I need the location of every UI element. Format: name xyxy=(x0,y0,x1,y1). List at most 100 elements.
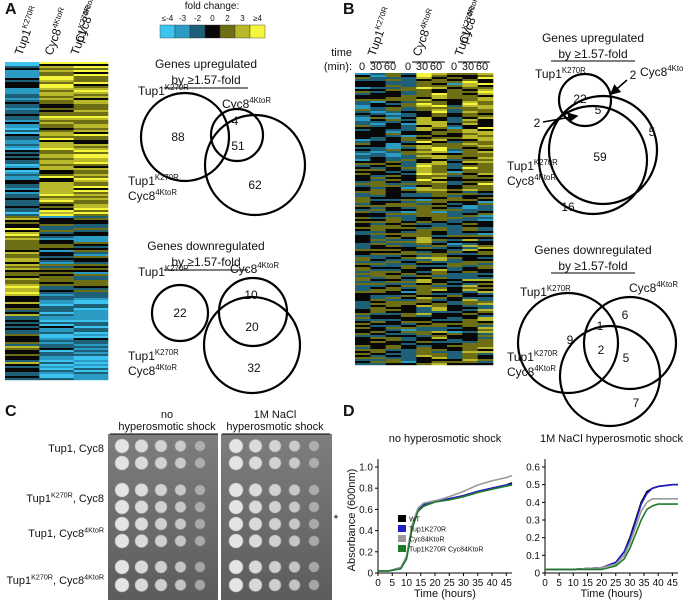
yeast-spot xyxy=(288,501,301,513)
heatmap-cell xyxy=(401,261,417,264)
heatmap-cell xyxy=(401,167,417,170)
heatmap-cell xyxy=(355,121,371,124)
heatmap-cell xyxy=(73,332,109,335)
label-part: Tup1 xyxy=(520,285,547,299)
heatmap-cell xyxy=(39,254,74,257)
heatmap-cell xyxy=(416,127,432,130)
set-label: Cyc84KtoR xyxy=(507,173,556,188)
heatmap-cell xyxy=(73,252,109,255)
heatmap-cell xyxy=(355,195,371,198)
heatmap-cell xyxy=(355,199,371,202)
heatmap-cell xyxy=(355,221,371,224)
heatmap-cell xyxy=(39,202,74,205)
heatmap-cell xyxy=(5,378,40,381)
strain-label: Tup1, Cyc84KtoR xyxy=(28,527,104,540)
venn-subtitle: by ≥1.57-fold xyxy=(171,255,240,269)
heatmap-cell xyxy=(39,302,74,305)
heatmap-cell xyxy=(477,233,494,236)
heatmap-cell xyxy=(416,255,432,258)
heatmap-cell xyxy=(477,355,494,358)
yeast-spot xyxy=(228,438,244,454)
heatmap-cell xyxy=(370,323,386,326)
heatmap-cell xyxy=(370,281,386,284)
heatmap-cell xyxy=(39,322,74,325)
heatmap-cell xyxy=(355,361,371,364)
heatmap-cell xyxy=(73,152,109,155)
heatmap-cell xyxy=(370,283,386,286)
heatmap-cell xyxy=(370,203,386,206)
heatmap-cell xyxy=(462,155,478,158)
heatmap-cell xyxy=(416,147,432,150)
heatmap-cell xyxy=(462,299,478,302)
heatmap-cell xyxy=(39,286,74,289)
heatmap-cell xyxy=(416,273,432,276)
heatmap-cell xyxy=(477,267,494,270)
heatmap-cell xyxy=(477,165,494,168)
heatmap-cell xyxy=(431,301,448,304)
heatmap-cell xyxy=(5,304,40,307)
yeast-spot xyxy=(248,517,263,531)
heatmap-cell xyxy=(370,107,386,110)
strain-label: Tup1K270R, Cyc84KtoR xyxy=(6,574,104,587)
heatmap-cell xyxy=(447,311,463,314)
heatmap-cell xyxy=(462,293,478,296)
heatmap-cell xyxy=(5,188,40,191)
heatmap-cell xyxy=(431,323,448,326)
heatmap-cell xyxy=(5,126,40,129)
heatmap-cell xyxy=(462,219,478,222)
heatmap-cell xyxy=(431,357,448,360)
heatmap-cell xyxy=(416,107,432,110)
heatmap-cell xyxy=(462,93,478,96)
heatmap-cell xyxy=(431,127,448,130)
heatmap-cell xyxy=(39,214,74,217)
yeast-spot xyxy=(228,533,244,549)
heatmap-cell xyxy=(5,190,40,193)
label-part: Tup1 xyxy=(128,349,155,363)
yeast-spot xyxy=(194,535,206,547)
heatmap-cell xyxy=(416,361,432,364)
legend-label: Cyc84KtoR xyxy=(409,537,444,544)
heatmap-cell xyxy=(462,151,478,154)
growth-curve xyxy=(545,498,678,571)
venn-circle xyxy=(537,104,649,216)
heatmap-cell xyxy=(401,229,417,232)
heatmap-cell xyxy=(447,119,463,122)
heatmap-cell xyxy=(462,127,478,130)
heatmap-cell xyxy=(477,323,494,326)
heatmap-cell xyxy=(73,220,109,223)
heatmap-cell xyxy=(416,359,432,362)
heatmap-cell xyxy=(5,82,40,85)
heatmap-cell xyxy=(447,283,463,286)
label-part: Tup1 xyxy=(12,27,34,57)
heatmap-cell xyxy=(355,321,371,324)
heatmap-cell xyxy=(416,183,432,186)
heatmap-cell xyxy=(431,361,448,364)
legend-swatch xyxy=(189,24,206,39)
heatmap-cell xyxy=(462,327,478,330)
heatmap-cell xyxy=(401,269,417,272)
heatmap-cell xyxy=(462,189,478,192)
heatmap-cell xyxy=(431,339,448,342)
yeast-spot xyxy=(248,500,263,514)
yeast-spot xyxy=(114,516,130,532)
heatmap-cell xyxy=(73,136,109,139)
heatmap-cell xyxy=(431,223,448,226)
count: 62 xyxy=(248,178,262,192)
heatmap-cell xyxy=(462,197,478,200)
heatmap-cell xyxy=(73,92,109,95)
heatmap-cell xyxy=(5,132,40,135)
yeast-spot xyxy=(174,440,187,452)
heatmap-cell xyxy=(5,198,40,201)
heatmap-cell xyxy=(477,95,494,98)
heatmap-cell xyxy=(477,187,494,190)
yeast-spot xyxy=(194,440,206,452)
heatmap-cell xyxy=(385,267,402,270)
heatmap-cell xyxy=(431,85,448,88)
heatmap-cell xyxy=(477,335,494,338)
venn-title: Genes upregulated xyxy=(155,57,257,71)
heatmap-cell xyxy=(370,75,386,78)
heatmap-cell xyxy=(355,271,371,274)
heatmap-cell xyxy=(355,327,371,330)
heatmap-cell xyxy=(385,317,402,320)
heatmap-cell xyxy=(447,351,463,354)
